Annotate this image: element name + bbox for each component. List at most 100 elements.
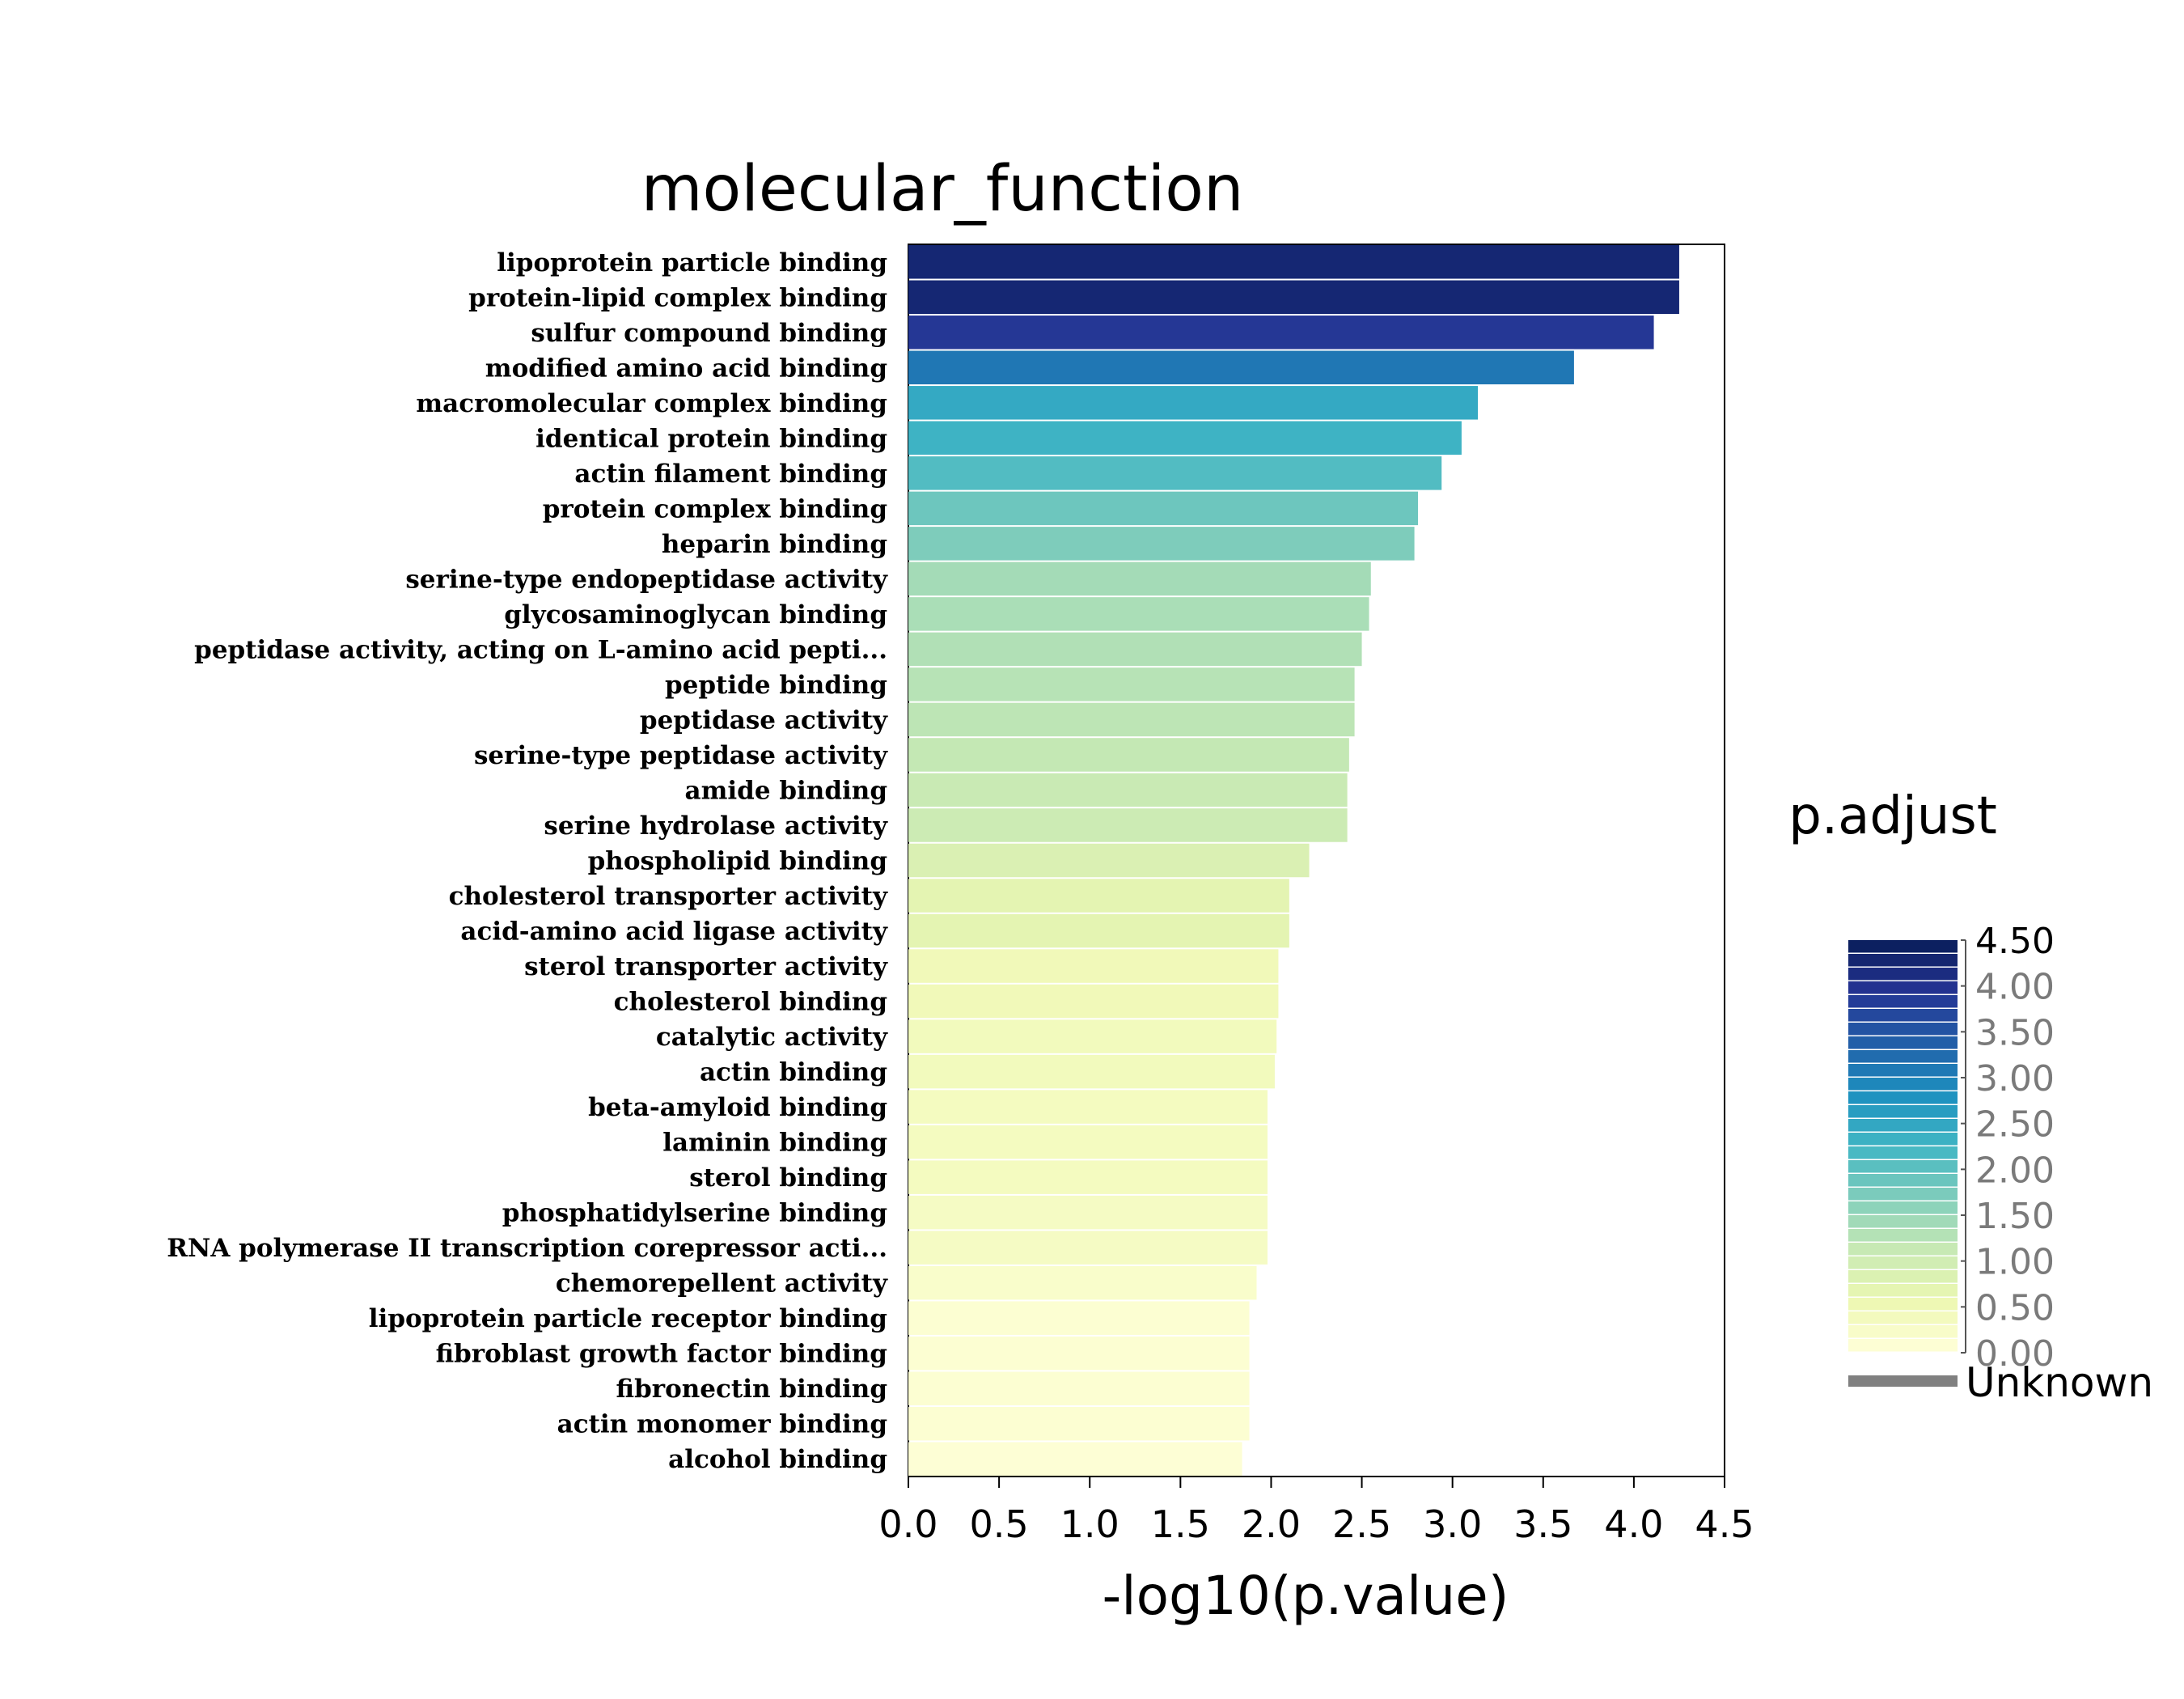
bar bbox=[908, 738, 1349, 772]
colorbar-segment bbox=[1848, 1133, 1958, 1146]
bar bbox=[908, 1406, 1250, 1441]
bar bbox=[908, 386, 1479, 420]
bar bbox=[908, 984, 1279, 1019]
colorbar-tick-label: 4.00 bbox=[1975, 967, 2055, 1008]
x-tick-label: 2.0 bbox=[1242, 1502, 1301, 1546]
colorbar-segment bbox=[1848, 1188, 1958, 1201]
bar bbox=[908, 1442, 1242, 1476]
bar bbox=[908, 1301, 1250, 1335]
category-label: macromolecular complex binding bbox=[416, 389, 887, 418]
colorbar-segment bbox=[1848, 1311, 1958, 1324]
bar bbox=[908, 1019, 1277, 1053]
bar bbox=[908, 667, 1355, 701]
category-label: alcohol binding bbox=[668, 1445, 887, 1474]
category-label: fibroblast growth factor binding bbox=[436, 1340, 887, 1369]
category-label: protein complex binding bbox=[543, 494, 887, 523]
category-label: catalytic activity bbox=[656, 1023, 888, 1052]
bar bbox=[908, 1195, 1268, 1230]
colorbar-segment bbox=[1848, 1229, 1958, 1242]
category-label: modified amino acid binding bbox=[485, 354, 887, 383]
colorbar-segment bbox=[1848, 1243, 1958, 1256]
colorbar-tick-label: 2.00 bbox=[1975, 1150, 2055, 1191]
colorbar-tick-label: 4.50 bbox=[1975, 921, 2055, 962]
bar bbox=[908, 280, 1679, 315]
colorbar-tick-label: 0.50 bbox=[1975, 1287, 2055, 1328]
colorbar-segment bbox=[1848, 1105, 1958, 1118]
colorbar-segment bbox=[1848, 1215, 1958, 1228]
bar bbox=[908, 843, 1310, 878]
x-tick-label: 2.5 bbox=[1332, 1502, 1391, 1546]
colorbar-segment bbox=[1848, 940, 1958, 953]
bar bbox=[908, 597, 1369, 631]
category-labels: lipoprotein particle binding protein-lipi… bbox=[167, 248, 888, 1474]
category-label: lipoprotein particle receptor binding bbox=[369, 1304, 887, 1333]
x-tick-label: 0.0 bbox=[878, 1502, 938, 1546]
bar bbox=[908, 350, 1574, 385]
color-legend: p.adjust 4.50 4.003.50 3.00 2.502.00 1.50 1.0… bbox=[1788, 786, 2153, 1406]
category-label: actin filament binding bbox=[574, 460, 887, 489]
category-label: peptidase activity, acting on L-amino ac… bbox=[194, 635, 887, 664]
colorbar-segment bbox=[1848, 1119, 1958, 1132]
x-tick-label: 4.5 bbox=[1695, 1502, 1754, 1546]
x-tick-label: 4.0 bbox=[1604, 1502, 1663, 1546]
category-label: RNA polymerase II transcription corepres… bbox=[167, 1234, 887, 1263]
category-label: phosphatidylserine binding bbox=[502, 1199, 887, 1228]
colorbar-segment bbox=[1848, 968, 1958, 981]
category-label: amide binding bbox=[684, 776, 887, 805]
colorbar-tick-label: 3.00 bbox=[1975, 1058, 2055, 1099]
bar bbox=[908, 879, 1289, 913]
bar bbox=[908, 561, 1371, 596]
bar bbox=[908, 632, 1362, 667]
chart-title: molecular_function bbox=[641, 153, 1244, 226]
category-label: actin binding bbox=[700, 1058, 887, 1087]
colorbar-segment bbox=[1848, 1174, 1958, 1187]
bar bbox=[908, 1371, 1250, 1405]
colorbar-segment bbox=[1848, 1091, 1958, 1104]
colorbar-segment bbox=[1848, 1284, 1958, 1297]
category-label: protein-lipid complex binding bbox=[468, 283, 887, 312]
bar bbox=[908, 491, 1419, 526]
colorbar-segment bbox=[1848, 1256, 1958, 1269]
category-label: chemorepellent activity bbox=[556, 1269, 888, 1299]
colorbar-tick-label: 3.50 bbox=[1975, 1012, 2055, 1053]
colorbar-segment bbox=[1848, 1036, 1958, 1049]
unknown-swatch bbox=[1848, 1375, 1958, 1387]
category-label: acid-amino acid ligase activity bbox=[460, 917, 888, 947]
colorbar-tick-label: 2.50 bbox=[1975, 1104, 2055, 1146]
colorbar-segment bbox=[1848, 1050, 1958, 1063]
category-label: laminin binding bbox=[662, 1129, 887, 1158]
legend-title: p.adjust bbox=[1788, 786, 1997, 846]
colorbar-segment bbox=[1848, 1078, 1958, 1091]
category-label: heparin binding bbox=[662, 530, 887, 559]
bar bbox=[908, 949, 1279, 983]
category-label: sulfur compound binding bbox=[531, 319, 887, 348]
bar bbox=[908, 913, 1289, 948]
category-label: serine-type peptidase activity bbox=[474, 741, 888, 770]
x-tick-label: 1.0 bbox=[1060, 1502, 1120, 1546]
bar bbox=[908, 316, 1654, 350]
colorbar-segment bbox=[1848, 1339, 1958, 1352]
x-axis: 0.0 0.5 1.0 1.5 2.0 2.5 3.0 3.5 4.0 4.5 bbox=[878, 1476, 1754, 1546]
bar bbox=[908, 1125, 1268, 1159]
bar bbox=[908, 808, 1348, 842]
colorbar-segment bbox=[1848, 1064, 1958, 1077]
bar bbox=[908, 1160, 1268, 1194]
unknown-label: Unknown bbox=[1966, 1359, 2153, 1406]
colorbar-segment bbox=[1848, 1023, 1958, 1036]
bar bbox=[908, 456, 1442, 490]
category-label: identical protein binding bbox=[535, 424, 887, 453]
category-label: peptidase activity bbox=[640, 705, 888, 735]
bars-group bbox=[908, 244, 1725, 1477]
colorbar-tick-label: 0.00 bbox=[1975, 1333, 2055, 1375]
bar bbox=[908, 245, 1679, 279]
category-label: sterol binding bbox=[689, 1163, 887, 1193]
bar bbox=[908, 527, 1415, 561]
colorbar-segment bbox=[1848, 1270, 1958, 1283]
colorbar-tick-label: 1.00 bbox=[1975, 1242, 2055, 1283]
category-label: fibronectin binding bbox=[616, 1375, 887, 1404]
colorbar-segment bbox=[1848, 954, 1958, 967]
category-label: peptide binding bbox=[665, 671, 887, 700]
colorbar-segment bbox=[1848, 1009, 1958, 1022]
colorbar-segment bbox=[1848, 1201, 1958, 1214]
